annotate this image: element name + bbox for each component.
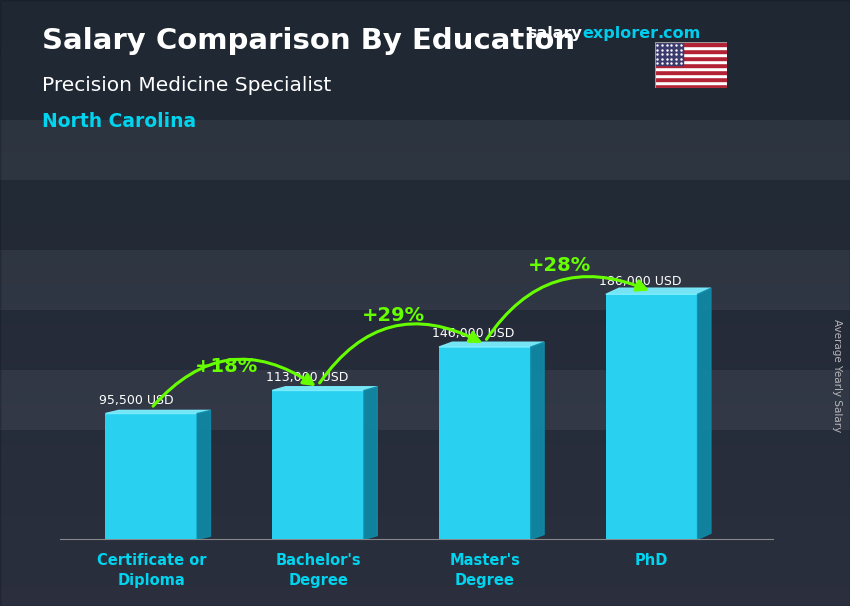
Text: +28%: +28% bbox=[529, 256, 592, 275]
Bar bbox=[654, 53, 727, 56]
Polygon shape bbox=[698, 288, 711, 539]
Text: Salary Comparison By Education: Salary Comparison By Education bbox=[42, 27, 575, 55]
Text: North Carolina: North Carolina bbox=[42, 112, 196, 131]
Polygon shape bbox=[530, 342, 544, 539]
FancyBboxPatch shape bbox=[105, 413, 197, 539]
Bar bbox=[654, 50, 727, 53]
Text: +29%: +29% bbox=[361, 306, 425, 325]
FancyBboxPatch shape bbox=[439, 347, 530, 539]
Text: 113,000 USD: 113,000 USD bbox=[265, 371, 348, 384]
Bar bbox=[654, 60, 727, 64]
Bar bbox=[654, 64, 727, 67]
Text: Precision Medicine Specialist: Precision Medicine Specialist bbox=[42, 76, 332, 95]
FancyArrowPatch shape bbox=[153, 359, 313, 406]
Text: +18%: +18% bbox=[195, 358, 258, 376]
FancyBboxPatch shape bbox=[606, 295, 698, 539]
Bar bbox=[654, 56, 727, 60]
FancyArrowPatch shape bbox=[486, 276, 646, 339]
Bar bbox=[654, 46, 727, 50]
Text: 186,000 USD: 186,000 USD bbox=[599, 275, 682, 288]
Text: 146,000 USD: 146,000 USD bbox=[433, 327, 515, 341]
Bar bbox=[654, 74, 727, 78]
Polygon shape bbox=[197, 410, 211, 539]
Bar bbox=[654, 67, 727, 70]
Text: explorer: explorer bbox=[582, 26, 659, 41]
Bar bbox=[654, 81, 727, 84]
Text: 95,500 USD: 95,500 USD bbox=[99, 394, 173, 407]
Polygon shape bbox=[439, 342, 544, 347]
Bar bbox=[654, 78, 727, 81]
Bar bbox=[654, 42, 683, 65]
Text: .com: .com bbox=[657, 26, 700, 41]
Polygon shape bbox=[105, 410, 211, 413]
Polygon shape bbox=[606, 288, 711, 295]
FancyBboxPatch shape bbox=[272, 390, 364, 539]
Bar bbox=[654, 84, 727, 88]
Text: salary: salary bbox=[527, 26, 582, 41]
Bar bbox=[654, 70, 727, 74]
Text: Average Yearly Salary: Average Yearly Salary bbox=[832, 319, 842, 432]
FancyArrowPatch shape bbox=[320, 324, 479, 383]
Polygon shape bbox=[364, 387, 377, 539]
Bar bbox=[654, 42, 727, 46]
Polygon shape bbox=[272, 387, 377, 390]
